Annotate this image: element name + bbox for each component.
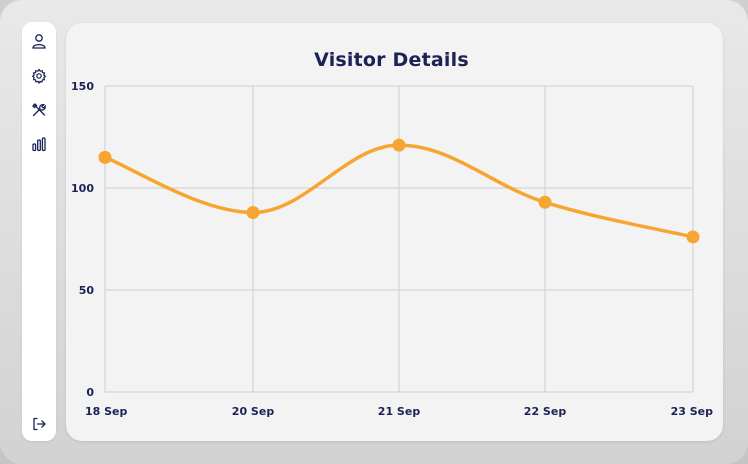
data-point <box>538 195 552 209</box>
chart-panel <box>66 23 723 441</box>
x-tick-label: 22 Sep <box>524 405 567 418</box>
y-tick-label: 100 <box>71 182 94 195</box>
x-tick-label: 21 Sep <box>378 405 421 418</box>
chart-title: Visitor Details <box>314 49 469 71</box>
sidebar <box>22 22 56 441</box>
bar-chart-icon[interactable] <box>31 136 47 152</box>
y-tick-label: 0 <box>86 386 94 399</box>
data-point <box>246 205 260 219</box>
user-icon[interactable] <box>31 33 47 49</box>
x-tick-label: 20 Sep <box>232 405 275 418</box>
x-tick-label: 23 Sep <box>671 405 714 418</box>
x-tick-label: 18 Sep <box>85 405 128 418</box>
data-point <box>686 230 700 244</box>
data-point <box>98 150 112 164</box>
logout-icon[interactable] <box>31 416 47 432</box>
data-point <box>392 138 406 152</box>
tools-icon[interactable] <box>31 102 47 118</box>
gear-icon[interactable] <box>31 68 47 84</box>
y-tick-label: 150 <box>71 80 94 93</box>
y-tick-label: 50 <box>79 284 95 297</box>
